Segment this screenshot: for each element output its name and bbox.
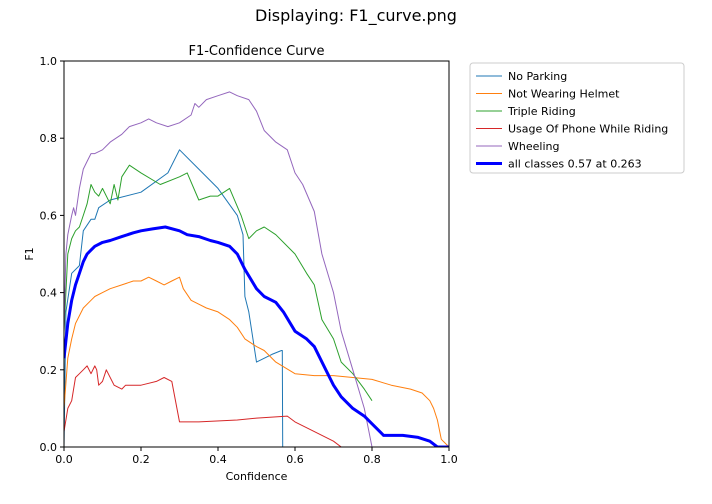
legend-box [469, 62, 685, 174]
x-tick-label: 0.8 [363, 453, 381, 466]
window-title: Displaying: F1_curve.png [255, 6, 457, 25]
legend-label: all classes 0.57 at 0.263 [508, 158, 642, 171]
plot-frame [63, 60, 450, 448]
y-tick-label: 0.8 [40, 132, 58, 145]
x-tick-label: 0.4 [209, 453, 227, 466]
legend-label: Not Wearing Helmet [508, 88, 620, 101]
series-line-5 [64, 225, 449, 447]
series-line-2 [64, 164, 373, 401]
legend-label: Wheeling [508, 140, 559, 153]
legend-label: Triple Riding [507, 105, 576, 118]
y-tick-label: 0.2 [40, 364, 58, 377]
series-line-1 [64, 276, 449, 447]
series-layer [64, 91, 449, 447]
chart-title: F1-Confidence Curve [188, 44, 324, 59]
legend: No Parking Not Wearing Helmet Triple Ridin… [469, 62, 685, 174]
x-tick-label: 1.0 [440, 453, 458, 466]
x-tick-label: 0.6 [286, 453, 304, 466]
legend-label: Usage Of Phone While Riding [508, 123, 668, 136]
series-line-0 [64, 149, 284, 447]
x-axis-label: Confidence [226, 470, 288, 483]
x-tick-label: 0.2 [132, 453, 150, 466]
x-axis: 0.0 0.2 0.4 0.6 0.8 1.0 [55, 447, 458, 466]
x-tick-label: 0.0 [55, 453, 73, 466]
y-axis-label: F1 [23, 247, 36, 260]
y-tick-label: 0.4 [40, 287, 58, 300]
legend-label: No Parking [508, 70, 567, 83]
y-tick-label: 1.0 [40, 55, 58, 68]
y-tick-label: 0.6 [40, 209, 58, 222]
series-line-3 [64, 365, 372, 447]
y-axis: 0.0 0.2 0.4 0.6 0.8 1.0 [40, 55, 64, 454]
y-tick-label: 0.0 [40, 441, 58, 454]
series-line-4 [64, 91, 373, 447]
